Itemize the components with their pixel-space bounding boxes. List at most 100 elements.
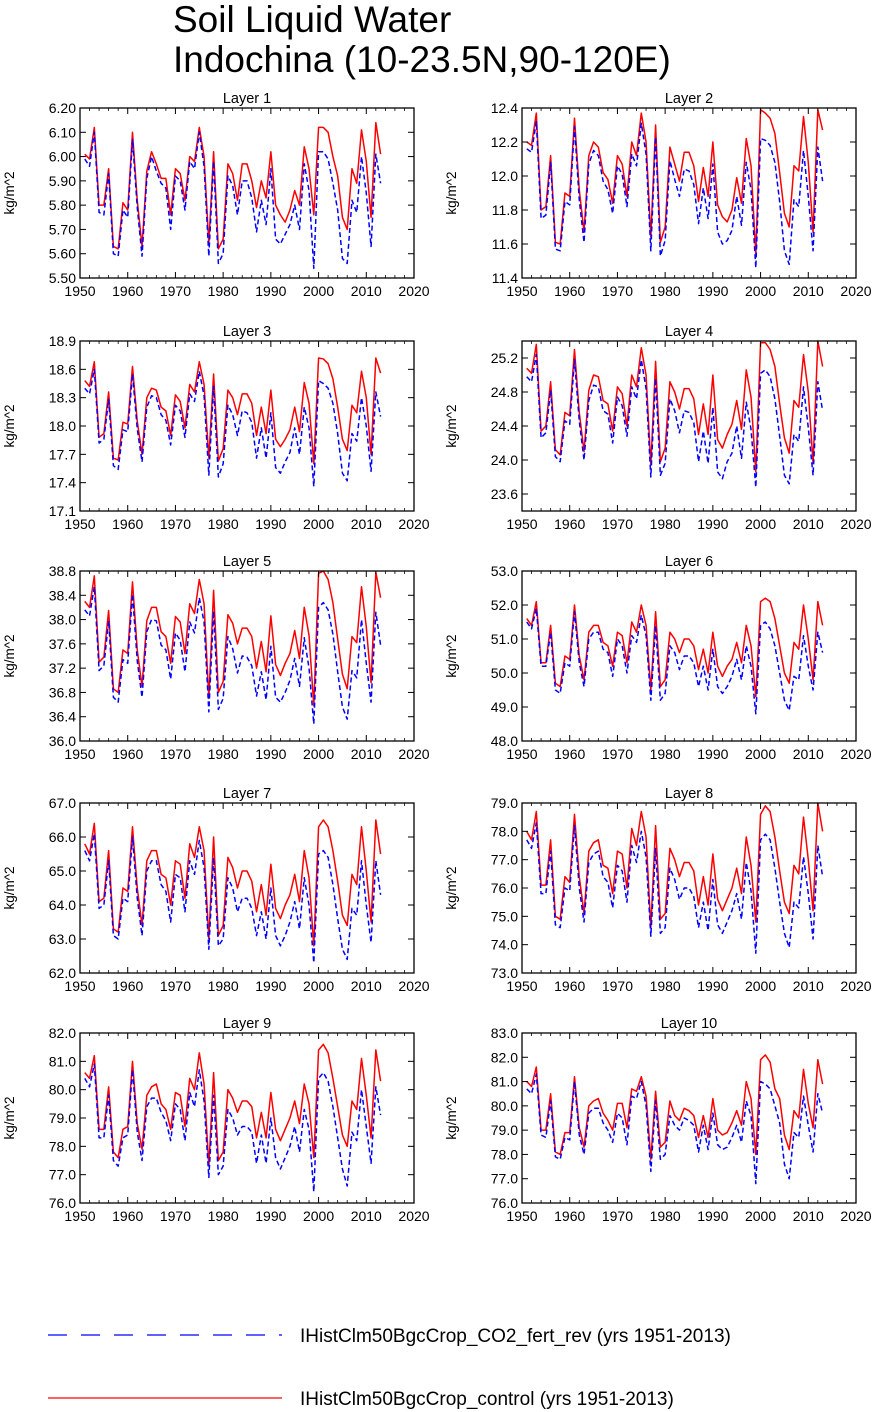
y-tick-label: 67.0: [49, 795, 76, 811]
plot-frame: [521, 802, 857, 974]
y-tick-label: 77.0: [49, 1167, 76, 1183]
y-tick-label: 17.7: [49, 446, 76, 462]
x-tick-label: 2020: [840, 978, 871, 994]
x-tick-label: 2000: [303, 978, 334, 994]
x-tick-label: 1970: [160, 516, 191, 532]
series-line-control: [526, 597, 824, 698]
y-tick-label: 5.70: [49, 221, 76, 237]
y-tick-label: 37.2: [49, 660, 76, 676]
y-tick-label: 50.0: [491, 665, 518, 681]
panel-title: Layer 5: [223, 554, 271, 570]
x-tick-label: 2010: [351, 746, 382, 762]
x-tick-label: 1980: [208, 1208, 239, 1224]
y-axis-label: kg/m^2: [444, 171, 459, 214]
panel-grid: 1950 1960 1970 1980 1990 2000 2010 2020 5.50 5.60…: [2, 91, 872, 1224]
x-tick-label: 1950: [506, 978, 537, 994]
y-tick-label: 81.0: [491, 1074, 518, 1090]
y-tick-label: 82.0: [491, 1049, 518, 1065]
panel-2: 1950 1960 1970 1980 1990 2000 2010 2020 11.4 11.6…: [444, 91, 872, 299]
y-axis-label: kg/m^2: [444, 866, 459, 909]
x-tick-label: 1970: [160, 283, 191, 299]
y-axis-label: kg/m^2: [2, 171, 17, 214]
x-tick-label: 2020: [398, 283, 429, 299]
plot-frame: [79, 107, 415, 279]
legend-label-co2-fert-rev: IHistClm50BgcCrop_CO2_fert_rev (yrs 1951…: [300, 1326, 731, 1347]
y-tick-label: 36.4: [49, 709, 76, 725]
x-tick-label: 1950: [506, 283, 537, 299]
series-line-control: [84, 121, 382, 250]
y-tick-label: 38.4: [49, 587, 76, 603]
y-tick-label: 5.50: [49, 270, 76, 286]
y-tick-label: 18.6: [49, 361, 76, 377]
y-tick-label: 64.0: [49, 897, 76, 913]
panel-10: 1950 1960 1970 1980 1990 2000 2010 2020 76.0 77.0…: [444, 1016, 872, 1224]
y-tick-label: 24.8: [491, 384, 518, 400]
y-tick-label: 12.4: [491, 100, 518, 116]
y-tick-label: 5.80: [49, 197, 76, 213]
y-tick-label: 78.0: [49, 1138, 76, 1154]
series-line-co2-fert-rev: [84, 1063, 382, 1193]
legend-label-control: IHistClm50BgcCrop_control (yrs 1951-2013…: [300, 1389, 674, 1410]
plot-frame: [521, 107, 857, 279]
x-tick-label: 2010: [793, 978, 824, 994]
series-line-co2-fert-rev: [526, 120, 824, 269]
x-tick-label: 2000: [745, 746, 776, 762]
x-tick-label: 1990: [255, 746, 286, 762]
legend: IHistClm50BgcCrop_CO2_fert_rev (yrs 1951…: [48, 1326, 731, 1410]
y-tick-label: 76.0: [49, 1195, 76, 1211]
x-tick-label: 2020: [398, 978, 429, 994]
x-tick-label: 1960: [112, 283, 143, 299]
y-tick-label: 38.8: [49, 563, 76, 579]
x-tick-label: 2010: [793, 516, 824, 532]
x-tick-label: 1980: [650, 1208, 681, 1224]
y-tick-label: 5.90: [49, 173, 76, 189]
series-line-control: [526, 1054, 824, 1161]
x-tick-label: 2000: [745, 1208, 776, 1224]
y-tick-label: 75.0: [491, 908, 518, 924]
x-tick-label: 1970: [160, 1208, 191, 1224]
x-tick-label: 1970: [160, 746, 191, 762]
x-tick-label: 2020: [840, 283, 871, 299]
series-line-control: [526, 802, 824, 929]
panel-title: Layer 3: [223, 324, 271, 340]
series-line-co2-fert-rev: [84, 586, 382, 725]
figure-title-line1: Soil Liquid Water: [173, 0, 451, 40]
y-tick-label: 6.10: [49, 124, 76, 140]
x-tick-label: 2000: [303, 746, 334, 762]
x-tick-label: 1980: [208, 283, 239, 299]
series-line-co2-fert-rev: [526, 607, 824, 715]
x-tick-label: 1990: [697, 516, 728, 532]
series-line-co2-fert-rev: [84, 832, 382, 964]
y-tick-label: 76.0: [491, 880, 518, 896]
y-tick-label: 73.0: [491, 965, 518, 981]
x-tick-label: 1960: [554, 746, 585, 762]
panel-6: 1950 1960 1970 1980 1990 2000 2010 2020 48.0 49.0…: [444, 554, 872, 762]
y-tick-label: 24.0: [491, 452, 518, 468]
y-axis-label: kg/m^2: [444, 634, 459, 677]
panel-title: Layer 4: [665, 324, 713, 340]
panel-9: 1950 1960 1970 1980 1990 2000 2010 2020 76.0 77.0…: [2, 1016, 430, 1224]
panel-title: Layer 9: [223, 1016, 271, 1032]
x-tick-label: 1970: [602, 746, 633, 762]
panel-7: 1950 1960 1970 1980 1990 2000 2010 2020 62.0 63.0…: [2, 786, 430, 994]
y-tick-label: 66.0: [49, 829, 76, 845]
panel-1: 1950 1960 1970 1980 1990 2000 2010 2020 5.50 5.60…: [2, 91, 430, 299]
series-line-co2-fert-rev: [526, 822, 824, 954]
x-tick-label: 2010: [793, 1208, 824, 1224]
y-tick-label: 49.0: [491, 699, 518, 715]
y-tick-label: 82.0: [49, 1025, 76, 1041]
y-tick-label: 77.0: [491, 1171, 518, 1187]
y-tick-label: 17.4: [49, 475, 76, 491]
x-tick-label: 2010: [351, 516, 382, 532]
x-tick-label: 1950: [506, 1208, 537, 1224]
y-tick-label: 52.0: [491, 597, 518, 613]
x-tick-label: 1980: [650, 746, 681, 762]
x-tick-label: 1980: [650, 978, 681, 994]
x-tick-label: 1960: [112, 746, 143, 762]
plot-frame: [79, 802, 415, 974]
x-tick-label: 1960: [554, 283, 585, 299]
y-tick-label: 36.0: [49, 733, 76, 749]
x-tick-label: 2020: [398, 1208, 429, 1224]
y-tick-label: 53.0: [491, 563, 518, 579]
